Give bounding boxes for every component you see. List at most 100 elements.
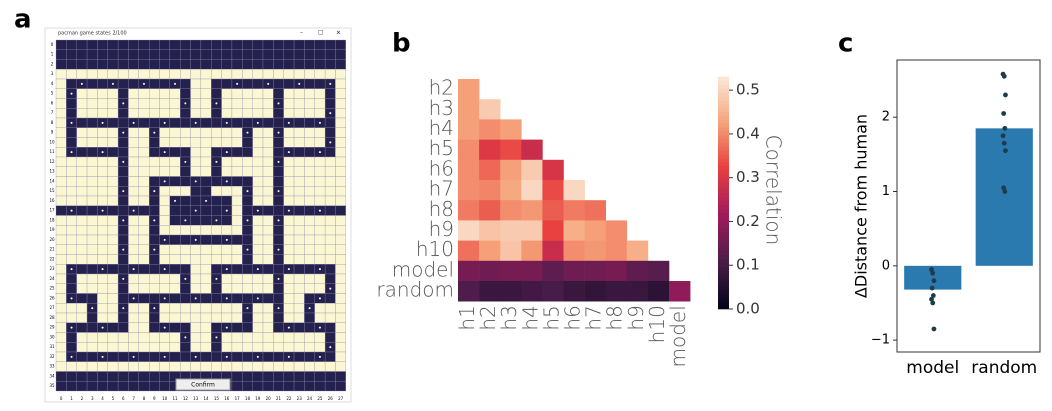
heatmap-cell [458, 79, 479, 100]
maze-cell [201, 362, 211, 372]
maze-cell [118, 50, 128, 60]
colorbar-segment [718, 274, 729, 278]
maze-cell [66, 255, 76, 265]
maze-cell [108, 372, 118, 382]
maze-cell [139, 128, 149, 138]
column-label: 9 [153, 396, 156, 401]
maze-cell [273, 381, 283, 391]
data-point [930, 301, 935, 306]
maze-cell [222, 40, 232, 50]
maze-cell [77, 216, 87, 226]
pellet [329, 83, 331, 85]
maze-cell [128, 381, 138, 391]
maze-cell [201, 274, 211, 284]
window-close[interactable]: ✕ [336, 30, 341, 37]
window-minimize[interactable]: – [300, 30, 303, 37]
colorbar-segment [718, 224, 729, 228]
maze-cell [284, 313, 294, 323]
maze-cell [232, 313, 242, 323]
maze-cell [160, 245, 170, 255]
maze-cell [253, 216, 263, 226]
pellet [133, 268, 135, 270]
row-label: 25 [49, 286, 55, 291]
maze-cell [56, 372, 66, 382]
maze-cell [149, 206, 159, 216]
heatmap-cell [500, 281, 521, 302]
maze-cell [87, 89, 97, 99]
column-label: 14 [204, 396, 210, 401]
maze-cell [273, 372, 283, 382]
maze-cell [211, 118, 221, 128]
maze-cell [128, 303, 138, 313]
maze-cell [77, 60, 87, 70]
heatmap-cell [479, 99, 500, 120]
pellet [329, 141, 331, 143]
maze-cell [160, 186, 170, 196]
confirm-button-label[interactable]: Confirm [191, 382, 215, 389]
maze-cell [304, 362, 314, 372]
maze-cell [263, 245, 273, 255]
maze-cell [149, 274, 159, 284]
maze-cell [222, 60, 232, 70]
maze-cell [128, 196, 138, 206]
maze-cell [108, 69, 118, 79]
maze-cell [304, 157, 314, 167]
maze-cell [263, 50, 273, 60]
maze-cell [56, 147, 66, 157]
maze-cell [160, 89, 170, 99]
colorbar-segment [718, 162, 729, 166]
maze-cell [87, 79, 97, 89]
maze-cell [284, 108, 294, 118]
maze-cell [294, 138, 304, 148]
maze-cell [294, 147, 304, 157]
maze-cell [160, 128, 170, 138]
row-label: 23 [49, 266, 55, 271]
maze-cell [56, 60, 66, 70]
maze-cell [77, 138, 87, 148]
maze-cell [242, 255, 252, 265]
colorbar-segment [718, 100, 729, 104]
maze-cell [77, 274, 87, 284]
column-label: 24 [307, 396, 313, 401]
maze-cell [128, 167, 138, 177]
maze-cell [128, 372, 138, 382]
maze-cell [335, 118, 345, 128]
pellet [102, 210, 104, 212]
maze-cell [232, 89, 242, 99]
maze-cell [66, 79, 76, 89]
maze-cell [191, 50, 201, 60]
maze-cell [325, 362, 335, 372]
column-label: 13 [193, 396, 199, 401]
maze-cell [315, 69, 325, 79]
pellet [195, 356, 197, 358]
colorbar-segment [718, 247, 729, 251]
maze-cell [180, 303, 190, 313]
colorbar-segment [718, 220, 729, 224]
maze-cell [108, 323, 118, 333]
heatmap-cell [564, 281, 585, 302]
maze-cell [191, 89, 201, 99]
maze-cell [191, 108, 201, 118]
maze-cell [242, 362, 252, 372]
maze-cell [191, 303, 201, 313]
maze-cell [242, 235, 252, 245]
maze-cell [242, 157, 252, 167]
maze-cell [304, 99, 314, 109]
maze-cell [253, 381, 263, 391]
pellet [226, 239, 228, 241]
maze-cell [170, 362, 180, 372]
panel-label: b [392, 29, 411, 59]
column-label: 19 [255, 396, 261, 401]
maze-cell [273, 323, 283, 333]
maze-cell [201, 108, 211, 118]
maze-cell [304, 342, 314, 352]
maze-cell [304, 206, 314, 216]
maze-cell [87, 381, 97, 391]
window-maximize[interactable]: ☐ [318, 30, 323, 37]
maze-cell [66, 225, 76, 235]
maze-cell [335, 264, 345, 274]
maze-cell [108, 362, 118, 372]
maze-cell [87, 206, 97, 216]
maze-cell [180, 69, 190, 79]
maze-cell [180, 128, 190, 138]
